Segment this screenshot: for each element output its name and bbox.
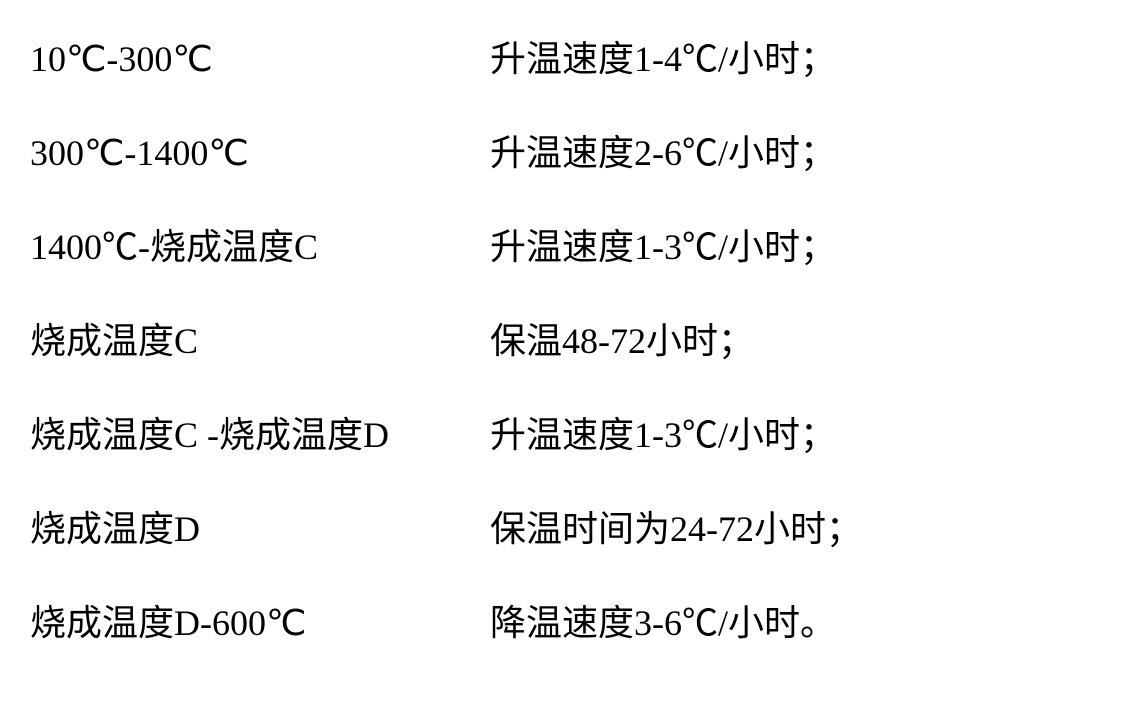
table-row: 300℃-1400℃ 升温速度2-6℃/小时； [30, 124, 1117, 176]
temp-range: 10℃-300℃ [30, 38, 490, 80]
rate-value: 保温时间为24-72小时； [490, 500, 862, 552]
temp-range: 烧成温度C [30, 312, 490, 364]
rate-value: 升温速度2-6℃/小时； [490, 124, 836, 176]
rate-value: 升温速度1-3℃/小时； [490, 218, 836, 270]
table-row: 烧成温度C -烧成温度D 升温速度1-3℃/小时； [30, 406, 1117, 458]
rate-value: 升温速度1-3℃/小时； [490, 406, 836, 458]
table-row: 10℃-300℃ 升温速度1-4℃/小时； [30, 30, 1117, 82]
rate-value: 降温速度3-6℃/小时。 [490, 594, 836, 646]
temp-range: 烧成温度D [30, 500, 490, 552]
table-row: 1400℃-烧成温度C 升温速度1-3℃/小时； [30, 218, 1117, 270]
temp-range: 300℃-1400℃ [30, 132, 490, 174]
table-row: 烧成温度C 保温48-72小时； [30, 312, 1117, 364]
rate-value: 保温48-72小时； [490, 312, 754, 364]
table-row: 烧成温度D-600℃ 降温速度3-6℃/小时。 [30, 594, 1117, 646]
temperature-schedule: 10℃-300℃ 升温速度1-4℃/小时； 300℃-1400℃ 升温速度2-6… [0, 0, 1137, 708]
temp-range: 烧成温度C -烧成温度D [30, 406, 490, 458]
rate-value: 升温速度1-4℃/小时； [490, 30, 836, 82]
table-row: 烧成温度D 保温时间为24-72小时； [30, 500, 1117, 552]
temp-range: 烧成温度D-600℃ [30, 594, 490, 646]
temp-range: 1400℃-烧成温度C [30, 218, 490, 270]
